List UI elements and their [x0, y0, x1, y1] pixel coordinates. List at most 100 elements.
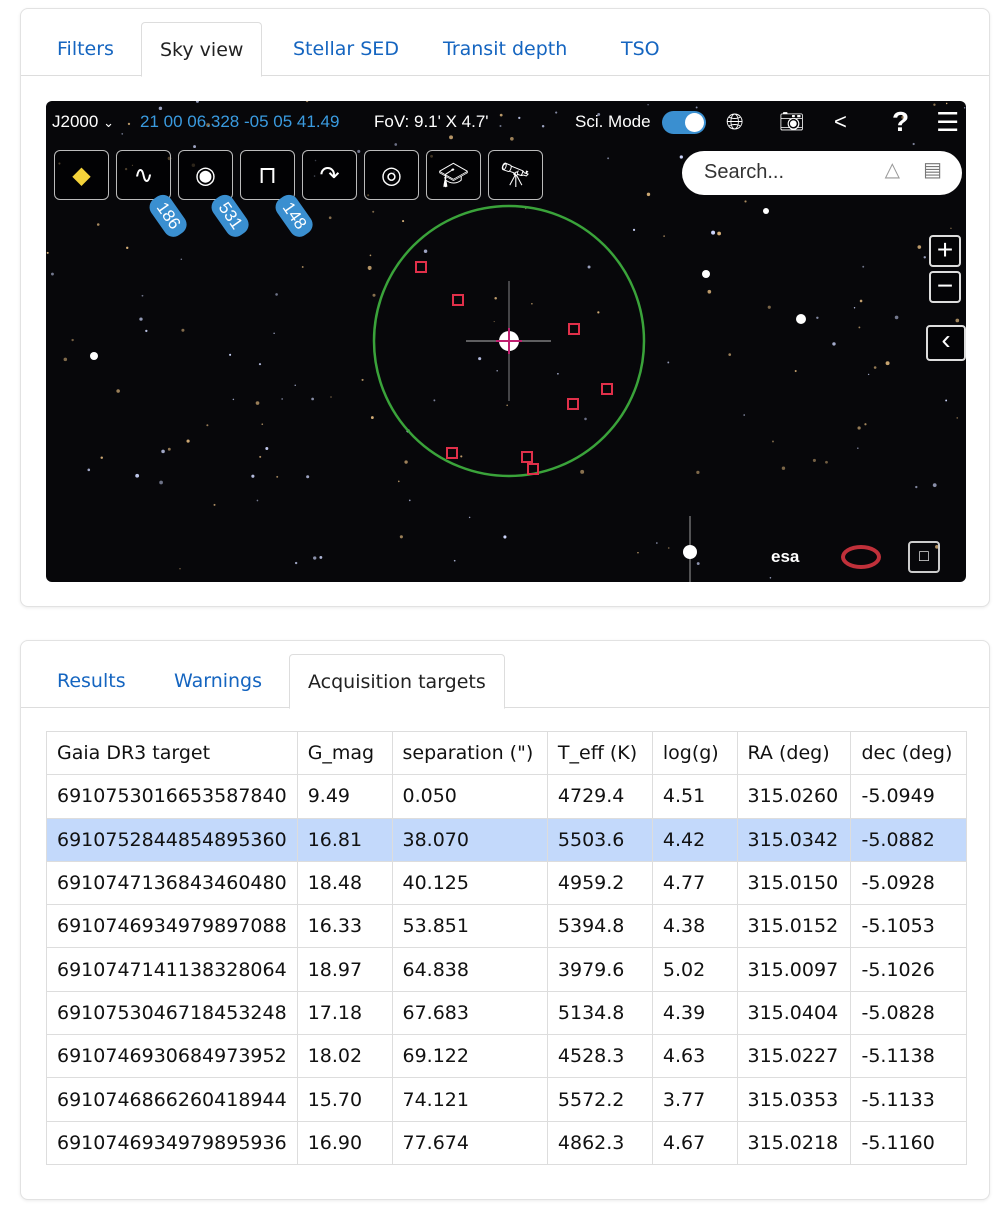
- catalog-marker[interactable]: [415, 261, 427, 273]
- column-header[interactable]: RA (deg): [736, 730, 852, 776]
- zoom-in-button[interactable]: +: [929, 235, 961, 267]
- scroll-icon[interactable]: ▤: [923, 159, 942, 181]
- star: [541, 125, 545, 128]
- star: [121, 133, 124, 135]
- star: [116, 389, 120, 393]
- star: [945, 102, 948, 105]
- star: [404, 460, 408, 464]
- camera-icon[interactable]: 📷︎: [779, 111, 805, 133]
- column-header[interactable]: log(g): [651, 730, 738, 776]
- star: [933, 103, 936, 106]
- tab-stellar-sed[interactable]: Stellar SED: [293, 38, 399, 60]
- star: [812, 458, 816, 462]
- star: [328, 216, 332, 220]
- star: [853, 307, 856, 309]
- coordinates[interactable]: 21 00 06.328 -05 05 41.49: [140, 112, 340, 131]
- table-cell: 4528.3: [546, 1034, 653, 1079]
- star: [51, 272, 54, 276]
- telescope-icon[interactable]: 🔭︎: [488, 150, 543, 200]
- table-cell: 4.38: [651, 904, 738, 949]
- target-icon[interactable]: ◎: [364, 150, 419, 200]
- catalog-marker[interactable]: [527, 463, 539, 475]
- layers-icon[interactable]: ◆: [54, 150, 109, 200]
- column-header[interactable]: dec (deg): [850, 730, 967, 776]
- table-cell: -5.0928: [850, 860, 967, 906]
- table-cell: 5134.8: [546, 990, 653, 1036]
- table-row[interactable]: 6910752844854895360 16.81 38.070 5503.6 4.42…: [46, 817, 967, 862]
- catalog-marker[interactable]: [601, 383, 613, 395]
- column-header[interactable]: G_mag: [296, 730, 393, 776]
- table-row[interactable]: 6910746934979897088 16.33 53.851 5394.8 4.38…: [46, 904, 967, 949]
- catalog-icon[interactable]: ◉: [178, 150, 233, 200]
- tab-warnings[interactable]: Warnings: [174, 670, 263, 692]
- tab-tso[interactable]: TSO: [621, 38, 660, 60]
- table-cell: 315.0227: [736, 1034, 852, 1079]
- sky-viewer[interactable]: J2000 ⌄ 21 00 06.328 -05 05 41.49 FoV: 9…: [46, 101, 966, 582]
- star: [453, 559, 456, 562]
- catalog-marker[interactable]: [452, 294, 464, 306]
- star: [159, 480, 163, 485]
- tab-transit-depth[interactable]: Transit depth: [443, 38, 568, 60]
- tab-filters[interactable]: Filters: [57, 38, 114, 60]
- table-row[interactable]: 6910753016653587840 9.49 0.050 4729.4 4.51 31…: [46, 774, 967, 819]
- table-cell: -5.0882: [850, 817, 967, 862]
- catalog-marker[interactable]: [521, 451, 533, 463]
- table-cell: 9.49: [296, 774, 393, 819]
- catalog-marker[interactable]: [446, 447, 458, 459]
- education-icon[interactable]: 🎓︎: [426, 150, 481, 200]
- bright-star: [702, 270, 710, 278]
- table-cell: 4.67: [651, 1120, 738, 1165]
- menu-icon[interactable]: ☰: [936, 107, 960, 137]
- star: [717, 231, 722, 236]
- frame-select[interactable]: J2000 ⌄: [52, 112, 114, 131]
- star: [632, 228, 636, 231]
- table-cell: 15.70: [296, 1077, 393, 1122]
- star: [832, 342, 836, 346]
- collapse-panel-button[interactable]: ‹: [926, 325, 966, 361]
- star: [587, 265, 591, 269]
- star: [885, 361, 890, 366]
- table-row[interactable]: 6910746930684973952 18.02 69.122 4528.3 4.63…: [46, 1034, 967, 1079]
- share-icon[interactable]: <: [834, 109, 847, 134]
- table-row[interactable]: 6910746866260418944 15.70 74.121 5572.2 3.77…: [46, 1077, 967, 1122]
- esa-logo: esa: [771, 547, 800, 566]
- globe-icon[interactable]: 🌐︎: [726, 109, 744, 134]
- table-cell: -5.1133: [850, 1077, 967, 1122]
- zoom-out-button[interactable]: −: [929, 271, 961, 303]
- sci-mode-toggle[interactable]: [662, 111, 706, 134]
- star: [894, 315, 899, 320]
- star: [499, 125, 502, 128]
- star: [767, 305, 771, 309]
- feedback-icon[interactable]: □: [908, 541, 940, 573]
- spectrum-icon[interactable]: ⊓: [240, 150, 295, 200]
- star: [261, 423, 264, 426]
- table-row[interactable]: 6910747136843460480 18.48 40.125 4959.2 4.77…: [46, 860, 967, 906]
- cone-icon[interactable]: △: [884, 159, 900, 181]
- search-input[interactable]: Search... △ ▤: [682, 151, 962, 195]
- table-row[interactable]: 6910747141138328064 18.97 64.838 3979.6 5.02…: [46, 947, 967, 992]
- catalog-marker[interactable]: [568, 323, 580, 335]
- table-cell: 4.77: [651, 860, 738, 906]
- table-cell: 16.33: [296, 904, 393, 949]
- table-cell: -5.1026: [850, 947, 967, 992]
- star: [794, 370, 797, 373]
- star: [499, 113, 503, 117]
- column-header[interactable]: T_eff (K): [546, 730, 653, 776]
- star: [597, 311, 600, 314]
- star: [494, 296, 497, 300]
- star: [319, 555, 323, 559]
- table-cell: 315.0260: [736, 774, 852, 819]
- results-card: Results Warnings Acquisition targets Gai…: [20, 640, 990, 1200]
- galaxy-icon[interactable]: ∿: [116, 150, 171, 200]
- tab-results[interactable]: Results: [57, 670, 126, 692]
- table-row[interactable]: 6910753046718453248 17.18 67.683 5134.8 4.39…: [46, 990, 967, 1036]
- tab-acquisition-targets[interactable]: Acquisition targets: [289, 654, 505, 709]
- help-icon[interactable]: ?: [892, 106, 910, 137]
- catalog-marker[interactable]: [567, 398, 579, 410]
- redirect-icon[interactable]: ↷: [302, 150, 357, 200]
- column-header[interactable]: separation ("): [391, 730, 548, 776]
- table-row[interactable]: 6910746934979895936 16.90 77.674 4862.3 4.67…: [46, 1120, 967, 1165]
- tab-sky-view[interactable]: Sky view: [141, 22, 263, 77]
- column-header[interactable]: Gaia DR3 target: [46, 730, 298, 776]
- star: [858, 326, 861, 329]
